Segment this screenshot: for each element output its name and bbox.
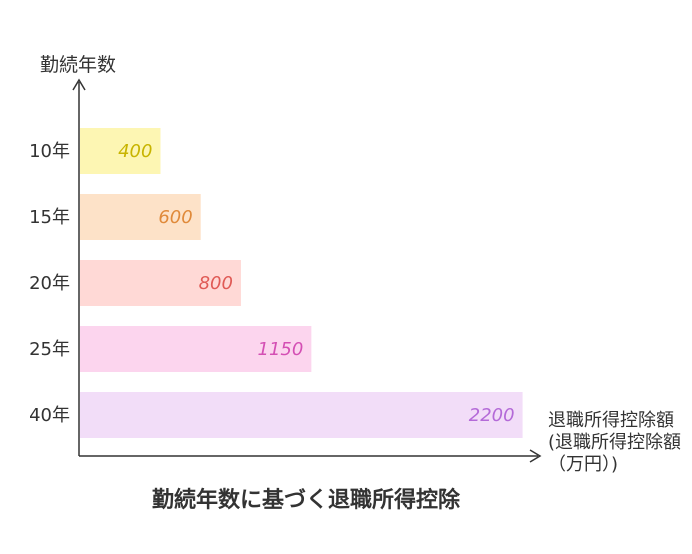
bar-value-label-1: 600: [158, 207, 192, 228]
bar-2: [80, 260, 241, 306]
category-label-1: 15年: [29, 207, 70, 228]
category-label-2: 20年: [29, 273, 70, 294]
bar-value-label-0: 400: [118, 141, 152, 162]
x-axis-arrow: [529, 449, 542, 463]
bar-1: [80, 194, 201, 240]
y-axis-arrow: [72, 78, 86, 91]
category-label-4: 40年: [29, 405, 70, 426]
y-axis-label: 勤続年数: [40, 54, 117, 76]
category-label-0: 10年: [29, 141, 70, 162]
bar-4: [80, 392, 523, 438]
bar-value-label-2: 800: [199, 273, 233, 294]
category-label-3: 25年: [29, 339, 70, 360]
bar-3: [80, 326, 312, 372]
bar-value-label-4: 2200: [469, 405, 515, 426]
bar-value-label-3: 1150: [258, 339, 304, 360]
chart-title: 勤続年数に基づく退職所得控除: [151, 488, 460, 513]
x-axis-label: 退職所得控除額 (退職所得控除額（万円）): [548, 410, 682, 475]
bar-0: [80, 128, 161, 174]
